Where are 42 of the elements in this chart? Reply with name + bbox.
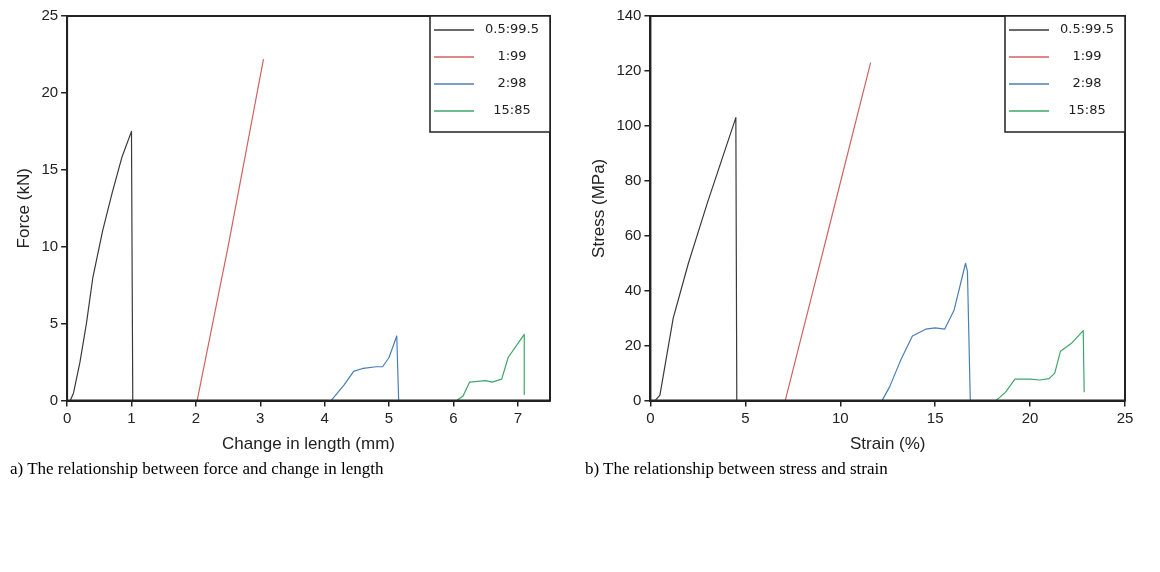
x-tick-label: 3	[256, 408, 265, 426]
y-tick-label: 100	[616, 116, 642, 134]
text: b) The relationship between stress and strain	[584, 459, 889, 480]
x-tick-label: 1	[127, 408, 136, 426]
legend-label: 0.5:99.5	[485, 21, 539, 37]
y-tick-label: 20	[41, 83, 59, 101]
y-tick-label: 0	[49, 390, 59, 408]
legend-label: 2:98	[1072, 75, 1102, 91]
legend-label: 1:99	[1072, 48, 1102, 64]
legend-label: 15:85	[1068, 102, 1106, 118]
x-tick-label: 10	[831, 408, 849, 426]
y-tick-label: 60	[624, 225, 642, 243]
x-tick-label: 7	[513, 408, 522, 426]
y-tick-label: 0	[633, 390, 642, 408]
x-tick-label: 2	[191, 408, 201, 426]
y-tick-label: 25	[41, 6, 59, 24]
x-tick-label: 15	[926, 408, 944, 426]
legend-label: 1:99	[497, 48, 527, 64]
x-tick-label: 0	[62, 408, 72, 426]
y-tick-label: 80	[624, 170, 642, 188]
x-tick-label: 5	[384, 408, 394, 426]
y-tick-label: 120	[616, 61, 642, 79]
y-axis-title: Force (kN)	[13, 168, 33, 249]
x-tick-label: 20	[1021, 408, 1039, 426]
x-tick-label: 6	[449, 408, 458, 426]
text: a) The relationship between force and change in length	[9, 459, 385, 480]
x-tick-label: 0	[646, 408, 655, 426]
y-axis-title: Stress (MPa)	[588, 158, 608, 258]
y-tick-label: 140	[616, 6, 642, 24]
x-tick-label: 25	[1116, 408, 1134, 426]
legend-label: 0.5:99.5	[1060, 21, 1114, 37]
y-tick-label: 20	[624, 335, 642, 353]
x-axis-title: Strain (%)	[849, 434, 926, 454]
legend-label: 2:98	[497, 75, 527, 91]
x-axis-title: Change in length (mm)	[222, 434, 395, 454]
x-tick-label: 4	[320, 408, 329, 426]
y-tick-label: 10	[41, 236, 59, 254]
y-tick-label: 40	[624, 280, 642, 298]
y-tick-label: 5	[49, 313, 59, 331]
x-tick-label: 5	[741, 408, 750, 426]
y-tick-label: 15	[41, 159, 59, 177]
legend-label: 15:85	[493, 102, 531, 118]
